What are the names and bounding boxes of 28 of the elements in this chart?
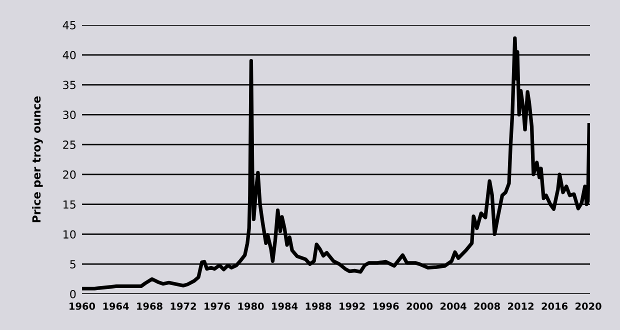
x-tick-label: 1996	[373, 302, 399, 310]
y-tick-label: 20	[63, 170, 76, 179]
x-tick-label: 2000	[406, 302, 433, 310]
y-tick-label: 45	[62, 21, 76, 30]
x-tick-label: 1968	[137, 302, 162, 310]
x-tick-label: 2004	[440, 302, 466, 310]
x-tick-label: 2012	[508, 302, 534, 310]
x-tick-label: 1980	[238, 302, 264, 310]
y-tick-label: 5	[70, 260, 76, 268]
y-tick-label: 15	[64, 200, 76, 209]
x-tick-label: 1984	[272, 302, 298, 310]
y-tick-label: 30	[63, 110, 76, 120]
x-tick-label: 1964	[103, 302, 129, 310]
x-tick-label: 1992	[340, 302, 365, 310]
y-tick-label: 10	[64, 230, 76, 239]
y-axis-title: Price per troy ounce	[32, 96, 43, 222]
x-tick-label: 1960	[70, 302, 96, 310]
y-tick-label: 25	[63, 140, 76, 149]
x-tick-label: 1988	[306, 302, 332, 310]
x-tick-label: 2008	[474, 302, 500, 310]
x-tick-label: 1972	[170, 302, 196, 310]
y-tick-label: 0	[70, 290, 76, 298]
x-tick-label: 2016	[542, 302, 568, 310]
y-tick-label: 35	[63, 80, 76, 90]
y-tick-label: 40	[62, 50, 76, 60]
line-series	[82, 36, 590, 290]
x-tick-label: 1976	[204, 302, 230, 310]
x-tick-label: 2020	[576, 302, 602, 310]
